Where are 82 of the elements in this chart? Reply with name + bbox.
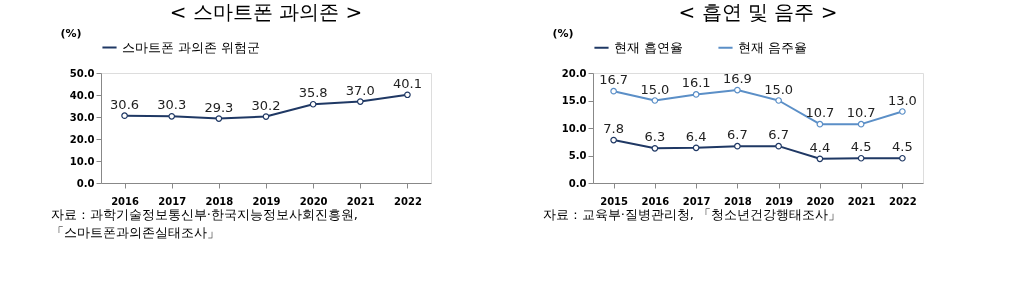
x-tick-label: 2018: [723, 195, 752, 207]
point: [816, 155, 824, 163]
y-axis-title: (%): [60, 26, 82, 40]
data-label: 15.0: [640, 81, 670, 97]
data-label: 30.3: [157, 97, 187, 113]
data-label: 6.4: [685, 128, 707, 144]
y-tick-label: 5.0: [568, 150, 587, 161]
x-tick-label: 2018: [205, 195, 234, 207]
point: [899, 154, 906, 162]
text: 자료 : 교육부·질병관리청, 「청소년건강행태조사」: [543, 207, 842, 222]
point: [857, 120, 865, 128]
point: [651, 145, 659, 152]
point: [404, 91, 411, 99]
point: [356, 98, 364, 105]
chart-title: < 흡연 및 음주 >: [678, 0, 838, 24]
legend-label: 현재 음주율: [738, 39, 808, 55]
x-tick-label: 2022: [394, 195, 422, 207]
point: [775, 142, 782, 150]
point: [816, 120, 824, 128]
text: 자료 : 과학기술정보통신부·한국지능정보사회진흥원,: [51, 207, 358, 222]
y-tick-label: 30.0: [69, 111, 95, 123]
data-label: 6.3: [644, 129, 666, 145]
data-label: 6.7: [768, 127, 789, 143]
point: [692, 91, 700, 98]
x-tick-label: 2020: [806, 195, 835, 207]
data-label: 7.8: [603, 121, 624, 137]
x-tick-label: 2016: [641, 195, 670, 207]
data-label: 35.8: [298, 85, 328, 101]
point: [734, 86, 741, 94]
x-tick-label: 2019: [252, 195, 281, 207]
data-label: 37.0: [345, 82, 375, 98]
chart-title: < 스마트폰 과의존 >: [169, 0, 363, 24]
x-tick-label: 2016: [111, 195, 140, 207]
data-label: 4.4: [809, 139, 831, 155]
data-label: 10.7: [805, 105, 835, 121]
x-tick-label: 2022: [888, 195, 917, 207]
y-tick-label: 20.0: [561, 67, 587, 79]
point: [121, 112, 128, 120]
legend-label: 현재 흡연율: [614, 39, 684, 55]
point: [692, 144, 700, 152]
x-tick-label: 2017: [158, 195, 187, 207]
point: [610, 87, 617, 95]
data-label: 40.1: [392, 75, 422, 91]
y-axis-title: (%): [552, 26, 574, 40]
legend-label: 스마트폰 과의존 위험군: [122, 39, 261, 55]
data-label: 30.6: [110, 96, 140, 112]
x-tick-label: 2021: [346, 195, 375, 207]
data-label: 4.5: [850, 139, 872, 155]
y-tick-label: 20.0: [69, 133, 95, 145]
data-label: 16.7: [599, 72, 629, 88]
x-tick-label: 2017: [682, 195, 711, 207]
y-tick-label: 10.0: [69, 155, 95, 167]
text: 「스마트폰과의존실태조사」: [51, 225, 220, 240]
x-tick-label: 2020: [299, 195, 328, 207]
data-label: 6.7: [727, 127, 748, 143]
data-label: 13.0: [887, 92, 917, 108]
data-label: 16.9: [722, 71, 752, 87]
y-tick-label: 50.0: [69, 67, 95, 79]
x-tick-label: 2015: [600, 195, 629, 207]
x-tick-label: 2019: [765, 195, 794, 207]
point: [215, 115, 223, 122]
point: [651, 97, 659, 104]
y-tick-label: 0.0: [76, 177, 95, 189]
point: [309, 100, 317, 108]
point: [610, 136, 617, 144]
data-label: 15.0: [764, 81, 794, 97]
x-tick-label: 2021: [847, 195, 876, 207]
data-label: 30.2: [251, 97, 281, 113]
point: [168, 113, 176, 120]
point: [857, 154, 865, 162]
point: [734, 142, 741, 150]
data-label: 4.5: [892, 139, 913, 155]
data-label: 16.1: [681, 75, 711, 91]
y-tick-label: 15.0: [561, 95, 587, 106]
point: [775, 97, 782, 104]
data-label: 10.7: [846, 105, 876, 121]
y-tick-label: 0.0: [568, 177, 587, 189]
data-label: 29.3: [204, 99, 234, 115]
point: [262, 113, 270, 120]
point: [899, 108, 906, 115]
y-tick-label: 10.0: [561, 122, 587, 134]
y-tick-label: 40.0: [69, 89, 95, 101]
